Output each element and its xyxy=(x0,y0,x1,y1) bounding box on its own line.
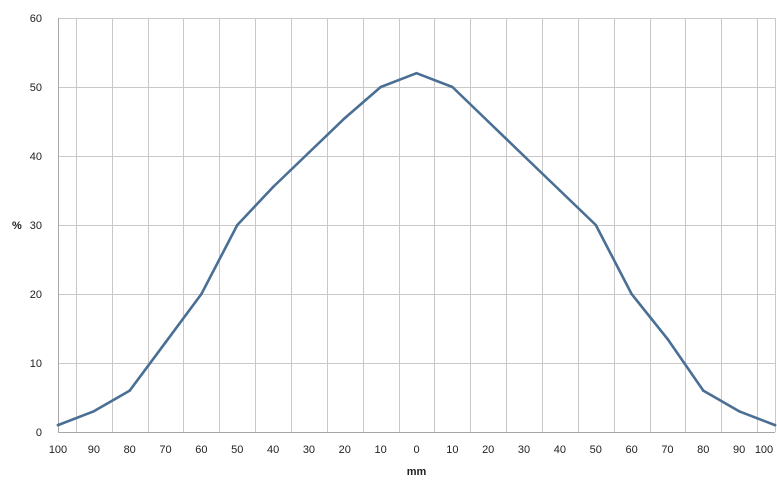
gridlines xyxy=(58,18,776,432)
axes xyxy=(58,18,775,433)
x-tick-label: 20 xyxy=(339,444,351,456)
y-tick-label: 60 xyxy=(30,13,42,25)
y-tick-label: 10 xyxy=(30,358,42,370)
data-point xyxy=(271,185,275,189)
x-tick-label: 10 xyxy=(446,444,458,456)
data-point xyxy=(737,410,741,413)
x-tick-label: 30 xyxy=(303,444,315,456)
x-tick-label: 90 xyxy=(733,444,745,456)
y-tick-label: 0 xyxy=(36,427,42,439)
series-line xyxy=(56,71,777,427)
x-tick-label: 0 xyxy=(413,444,419,456)
data-point xyxy=(666,337,669,341)
x-tick-label: 10 xyxy=(375,444,387,456)
data-point xyxy=(379,85,382,89)
x-tick-label: 70 xyxy=(159,444,171,456)
data-point xyxy=(415,71,418,75)
data-point xyxy=(558,189,562,192)
data-point xyxy=(164,341,167,344)
series xyxy=(56,71,777,427)
x-tick-label: 50 xyxy=(231,444,243,456)
data-point xyxy=(307,151,311,154)
x-tick-label: 100 xyxy=(49,444,67,456)
x-tick-label: 80 xyxy=(124,444,136,456)
y-tick-label: 30 xyxy=(30,220,42,232)
data-point xyxy=(594,223,598,227)
data-point xyxy=(128,389,131,392)
data-point xyxy=(630,292,633,296)
y-tick-label: 20 xyxy=(30,289,42,301)
data-point xyxy=(200,292,203,296)
x-tick-label: 40 xyxy=(267,444,279,456)
y-tick-label: 40 xyxy=(30,151,42,163)
x-tick-label: 60 xyxy=(195,444,207,456)
data-point xyxy=(522,154,526,158)
data-point xyxy=(486,120,490,123)
y-axis-title: % xyxy=(12,220,22,232)
data-point xyxy=(451,85,454,89)
x-tick-label: 60 xyxy=(625,444,637,456)
x-tick-label: 70 xyxy=(661,444,673,456)
data-point xyxy=(92,410,96,413)
data-point xyxy=(235,223,239,227)
x-tick-label: 40 xyxy=(554,444,566,456)
data-point xyxy=(56,423,60,427)
x-tick-label: 30 xyxy=(518,444,530,456)
y-tick-label: 50 xyxy=(30,82,42,94)
x-tick-label: 80 xyxy=(697,444,709,456)
x-tick-label: 20 xyxy=(482,444,494,456)
data-point xyxy=(343,116,347,120)
x-tick-label: 50 xyxy=(590,444,602,456)
x-tick-label: 90 xyxy=(88,444,100,456)
data-point xyxy=(702,389,705,392)
x-tick-label: 100 xyxy=(755,444,773,456)
data-point xyxy=(773,423,777,427)
x-axis-title: mm xyxy=(407,466,427,478)
